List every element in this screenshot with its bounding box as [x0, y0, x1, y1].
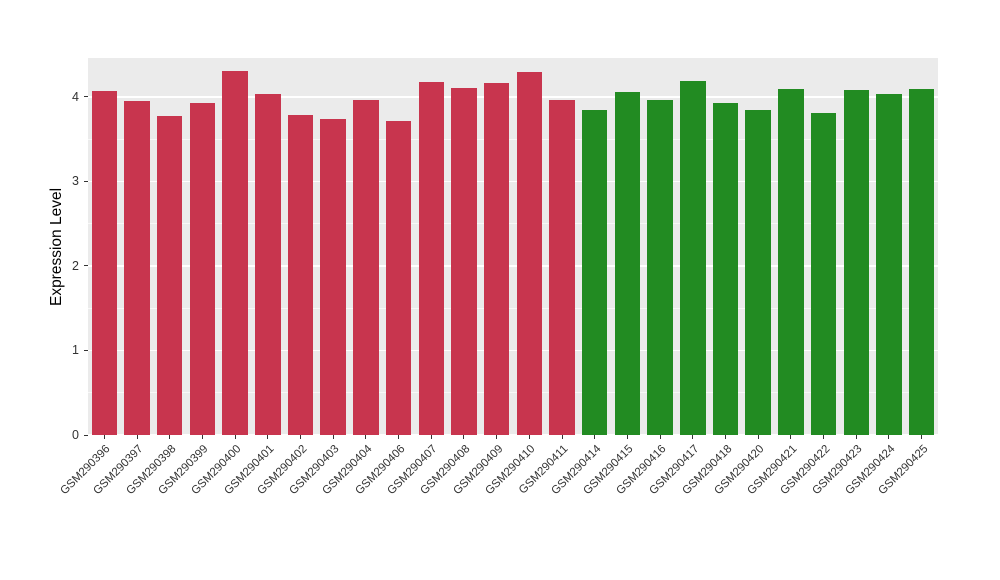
- x-tick-mark: [398, 435, 400, 439]
- bar: [451, 88, 477, 435]
- bar: [810, 112, 837, 435]
- bar: [156, 116, 183, 435]
- bar: [680, 80, 706, 435]
- bar: [614, 91, 641, 435]
- gridline-major: [88, 434, 938, 436]
- gridline-major: [88, 180, 938, 183]
- bar: [483, 83, 510, 435]
- y-tick-mark: [83, 434, 88, 436]
- bar: [516, 71, 543, 435]
- x-tick-mark: [136, 435, 138, 439]
- x-tick-mark: [169, 435, 171, 439]
- bar: [385, 121, 412, 435]
- x-tick-mark: [757, 435, 759, 439]
- x-tick-mark: [823, 435, 825, 439]
- x-tick-mark: [692, 435, 694, 439]
- gridline-minor: [88, 307, 938, 309]
- bar: [876, 93, 902, 435]
- x-tick-mark: [626, 435, 628, 439]
- bar: [189, 102, 216, 435]
- gridline-major: [88, 96, 938, 98]
- bar: [647, 100, 673, 435]
- bar: [745, 109, 771, 435]
- x-tick-mark: [201, 435, 203, 439]
- bar: [712, 102, 739, 435]
- y-tick-mark: [83, 180, 88, 182]
- x-tick-mark: [561, 435, 563, 439]
- bar: [287, 114, 314, 435]
- y-tick-label: 4: [72, 89, 79, 104]
- x-tick-mark: [103, 435, 105, 439]
- bar: [222, 70, 248, 435]
- gridline-minor: [88, 392, 938, 394]
- bar: [843, 90, 870, 435]
- x-tick-mark: [496, 435, 498, 439]
- x-tick-mark: [790, 435, 792, 439]
- y-tick-label: 3: [72, 174, 79, 189]
- y-tick-label: 1: [72, 343, 79, 358]
- x-tick-mark: [234, 435, 236, 439]
- x-tick-mark: [267, 435, 269, 439]
- bar: [255, 93, 281, 435]
- gridline-major: [88, 349, 938, 352]
- y-tick-mark: [83, 349, 88, 351]
- x-tick-mark: [528, 435, 530, 439]
- gridline-minor: [88, 223, 938, 225]
- bar: [124, 101, 150, 435]
- bar: [549, 100, 575, 435]
- x-tick-mark: [921, 435, 923, 439]
- bar: [320, 118, 346, 435]
- y-tick-label: 0: [72, 428, 79, 442]
- bar: [418, 81, 445, 435]
- gridline-major: [88, 265, 938, 267]
- bar: [908, 89, 935, 435]
- x-tick-mark: [594, 435, 596, 439]
- x-tick-mark: [332, 435, 334, 439]
- x-tick-mark: [855, 435, 857, 439]
- y-tick-mark: [83, 96, 88, 98]
- x-tick-mark: [463, 435, 465, 439]
- bar: [91, 90, 118, 435]
- x-tick-mark: [725, 435, 726, 439]
- x-tick-mark: [888, 435, 890, 439]
- y-tick-mark: [83, 265, 88, 267]
- x-tick-mark: [659, 435, 661, 439]
- gridline-minor: [88, 138, 938, 140]
- x-tick-mark: [300, 435, 301, 439]
- bar: [353, 100, 379, 435]
- bar: [778, 89, 804, 435]
- x-tick-mark: [430, 435, 432, 439]
- y-tick-label: 2: [72, 258, 79, 273]
- x-tick-mark: [365, 435, 367, 439]
- plot-panel: [88, 58, 938, 436]
- y-axis-title: Expression Level: [48, 187, 65, 307]
- bar: [581, 109, 608, 435]
